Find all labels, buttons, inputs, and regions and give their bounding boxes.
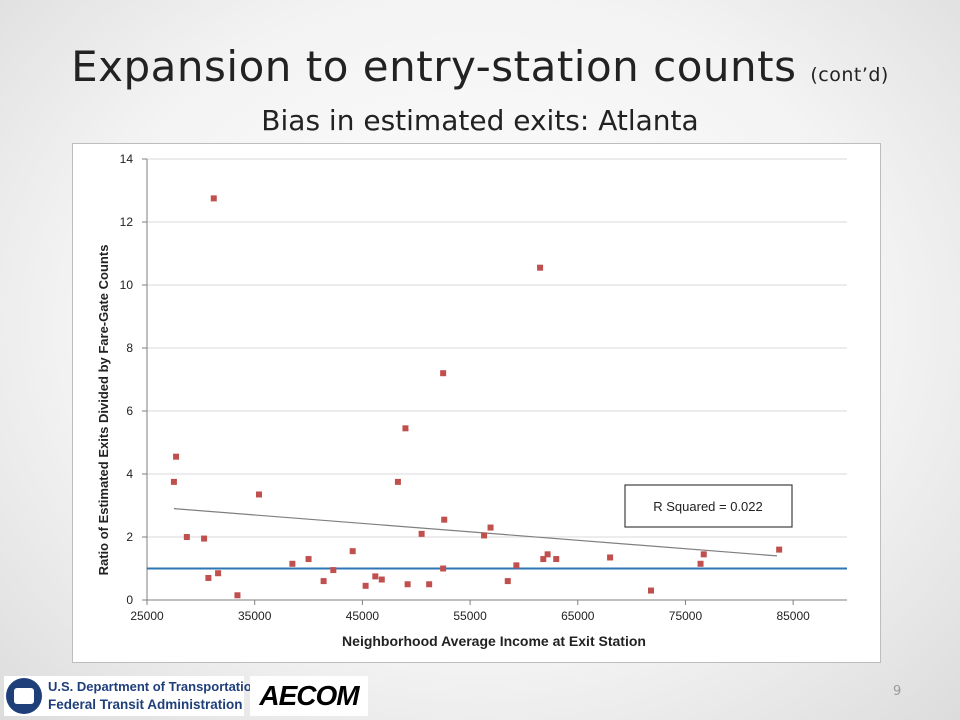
- r-squared-annotation: R Squared = 0.022: [624, 484, 793, 528]
- x-axis-title: Neighborhood Average Income at Exit Stat…: [342, 633, 646, 649]
- data-point: [540, 556, 547, 563]
- data-point: [372, 573, 379, 580]
- scatter-chart: 0 2 4 6 8 10 12 14 25000 35000 45000 55000 65000 7500…: [96, 152, 847, 649]
- data-point: [776, 546, 783, 553]
- slide-title-suffix: (cont’d): [810, 64, 889, 86]
- y-tick-label: 4: [126, 467, 133, 481]
- data-point: [441, 516, 448, 523]
- data-point: [170, 478, 177, 485]
- data-point: [234, 592, 241, 599]
- y-tick-label: 10: [120, 278, 134, 292]
- x-tick-label: 85000: [776, 609, 810, 623]
- data-point: [553, 556, 560, 563]
- data-point: [418, 530, 425, 537]
- data-point: [289, 560, 296, 567]
- x-tick-label: 75000: [669, 609, 703, 623]
- data-point: [362, 582, 369, 589]
- slide-title: Expansion to entry-station counts (cont’…: [0, 42, 960, 91]
- usdot-logo-line2: Federal Transit Administration: [48, 697, 243, 712]
- data-point: [697, 560, 704, 567]
- usdot-seal-icon: [6, 678, 42, 714]
- data-point: [378, 576, 385, 583]
- data-point: [440, 370, 447, 377]
- y-tick-label: 14: [120, 152, 134, 166]
- y-axis-title: Ratio of Estimated Exits Divided by Fare…: [96, 245, 111, 576]
- y-tick-label: 6: [126, 404, 133, 418]
- data-point: [394, 478, 401, 485]
- y-tick-label: 8: [126, 341, 133, 355]
- scatter-chart-panel: 0 2 4 6 8 10 12 14 25000 35000 45000 55000 65000 7500…: [72, 143, 881, 663]
- data-point: [210, 195, 217, 202]
- slide-title-main: Expansion to entry-station counts: [71, 42, 797, 91]
- axes: [142, 158, 847, 605]
- y-tick-label: 0: [126, 593, 133, 607]
- data-point: [487, 524, 494, 531]
- x-tick-label: 45000: [346, 609, 380, 623]
- data-point: [607, 554, 614, 561]
- usdot-fta-logo: U.S. Department of Transportation Federa…: [4, 676, 260, 716]
- data-point: [349, 548, 356, 555]
- data-point: [426, 581, 433, 588]
- page-number: 9: [893, 684, 902, 699]
- data-point: [215, 570, 222, 577]
- y-tick-label: 2: [126, 530, 133, 544]
- y-tick-label: 12: [120, 215, 134, 229]
- x-tick-label: 55000: [453, 609, 487, 623]
- data-point: [504, 578, 511, 585]
- data-point: [440, 565, 447, 572]
- data-point: [320, 578, 327, 585]
- data-point: [330, 567, 337, 574]
- aecom-logo: AECOM: [250, 676, 368, 716]
- usdot-logo-line1: U.S. Department of Transportation: [48, 679, 260, 694]
- data-point: [544, 551, 551, 558]
- data-point: [404, 581, 411, 588]
- trendline-layer: [173, 508, 778, 557]
- x-tick-label: 35000: [238, 609, 272, 623]
- data-point: [305, 556, 312, 563]
- data-point: [205, 574, 212, 581]
- data-point: [201, 535, 208, 542]
- grid-lines: [147, 158, 847, 538]
- data-point: [537, 264, 544, 271]
- data-point: [648, 587, 654, 594]
- x-tick-label: 25000: [130, 609, 164, 623]
- slide-subtitle: Bias in estimated exits: Atlanta: [261, 104, 699, 137]
- r-squared-label: R Squared = 0.022: [653, 499, 763, 514]
- tick-labels: 0 2 4 6 8 10 12 14 25000 35000 45000 55000 65000 7500…: [120, 152, 811, 623]
- x-tick-label: 65000: [561, 609, 595, 623]
- data-point: [173, 453, 180, 460]
- data-point: [513, 562, 520, 569]
- data-point: [481, 532, 488, 539]
- trendline: [173, 508, 778, 557]
- data-point: [256, 491, 262, 498]
- data-point: [402, 425, 409, 432]
- data-point: [700, 551, 707, 558]
- data-point: [183, 534, 190, 540]
- data-points: [170, 195, 783, 599]
